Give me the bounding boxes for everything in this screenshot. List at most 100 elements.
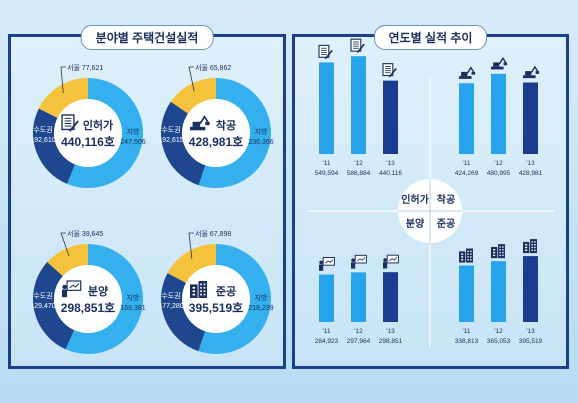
slice-jibang — [198, 244, 272, 354]
donut-total: 298,851호 — [61, 301, 115, 315]
bar-year-label: '11 — [463, 328, 471, 335]
sudo-value: 129,470 — [30, 303, 55, 310]
bar-value-label: 440,116 — [379, 170, 402, 177]
bar-value-label: 586,884 — [347, 170, 371, 177]
building-icon — [523, 239, 537, 254]
donut-1: 인허가 440,116호 서울 77,621 수도권 192,610 지방 247,506 — [30, 63, 146, 188]
sudo-name: 수도권 — [161, 292, 180, 300]
bar-value-label: 428,981 — [519, 170, 543, 177]
bar-value-label: 298,851 — [379, 338, 403, 345]
excavator-icon — [523, 65, 540, 79]
bar-year-label: '13 — [526, 328, 535, 335]
right-panel: 연도별 실적 추이 '11 549,594 '12 586,884 '13 440,116… — [292, 25, 569, 369]
bar — [491, 73, 506, 154]
donut-category: 인허가 — [83, 118, 113, 132]
bar-value-label: 338,813 — [455, 338, 479, 345]
presenter-icon — [319, 257, 335, 271]
bar-value-label: 480,995 — [487, 170, 511, 177]
excavator-icon — [190, 115, 210, 131]
building-icon — [190, 281, 207, 298]
building-icon — [491, 244, 505, 259]
permit-document-icon — [382, 63, 397, 78]
bar — [523, 256, 538, 322]
bar-chart-4: '11 338,813 '12 365,053 '13 395,519 — [455, 239, 543, 345]
slice-jibang — [66, 78, 143, 188]
presenter-icon — [383, 254, 399, 269]
seoul-leader-line — [188, 232, 194, 259]
bar-year-label: '11 — [323, 328, 331, 335]
building-icon — [459, 248, 473, 263]
slice-sudo — [161, 101, 206, 186]
bar-value-label: 395,519 — [519, 338, 543, 345]
slice-seoul — [167, 244, 216, 283]
slice-seoul — [38, 78, 88, 118]
sudo-name: 수도권 — [161, 126, 180, 134]
seoul-label: 서울 39,645 — [67, 229, 103, 238]
bar-charts: '11 549,594 '12 586,884 '13 440,116 '11 424,269… — [307, 38, 554, 347]
bar-year-label: '12 — [354, 160, 363, 167]
bar-year-label: '11 — [323, 160, 331, 167]
bar — [383, 80, 398, 154]
sudo-value: 192,615 — [158, 137, 183, 144]
donut-category: 착공 — [216, 118, 236, 132]
donut-category: 준공 — [216, 285, 236, 298]
bar-value-label: 284,923 — [315, 338, 339, 345]
bar — [351, 272, 366, 322]
donut-4: 준공 395,519호 서울 67,898 수도권 177,280 지방 218,239 — [158, 229, 274, 354]
bar-year-label: '12 — [494, 160, 503, 167]
donut-hole — [54, 99, 122, 167]
donut-total: 395,519호 — [189, 301, 243, 315]
bar-chart-3: '11 284,923 '12 297,964 '13 298,851 — [315, 254, 403, 345]
presenter-icon — [62, 280, 82, 298]
bar — [491, 261, 506, 322]
seoul-label: 서울 67,898 — [195, 229, 231, 238]
center-category-label: 분양 — [406, 218, 425, 230]
permit-document-icon — [61, 114, 79, 132]
left-panel: 분야별 주택건설실적 인허가 440,116호 서울 77,621 수도권 192,61… — [8, 25, 286, 369]
donut-charts: 인허가 440,116호 서울 77,621 수도권 192,610 지방 247,506 착… — [30, 63, 274, 354]
slice-sudo — [32, 262, 75, 350]
bar — [523, 82, 538, 154]
jibang-name: 지방 — [127, 127, 140, 136]
center-category-label: 준공 — [437, 218, 455, 230]
donut-hole — [54, 265, 122, 333]
bar — [319, 274, 334, 322]
slice-seoul — [170, 78, 216, 114]
permit-document-icon — [318, 44, 333, 60]
slice-seoul — [47, 244, 88, 277]
seoul-leader-line — [188, 66, 195, 92]
jibang-name: 지방 — [255, 293, 268, 302]
bar-value-label: 549,594 — [315, 170, 339, 177]
bar-year-label: '12 — [354, 328, 363, 335]
bar-year-label: '13 — [386, 328, 395, 335]
bar — [351, 56, 366, 154]
permit-document-icon — [350, 38, 365, 53]
jibang-value: 218,239 — [248, 305, 273, 312]
center-category-label: 착공 — [437, 193, 455, 206]
jibang-value: 236,366 — [248, 139, 273, 146]
donut-2: 착공 428,981호 서울 65,862 수도권 192,615 지방 236,366 — [158, 63, 274, 189]
sudo-value: 177,280 — [158, 303, 183, 310]
jibang-value: 247,506 — [120, 139, 145, 146]
jibang-value: 169,381 — [120, 305, 145, 312]
presenter-icon — [351, 254, 367, 269]
bar-value-label: 297,964 — [347, 338, 371, 345]
sudo-value: 192,610 — [30, 137, 55, 144]
sudo-name: 수도권 — [33, 126, 52, 134]
donut-total: 440,116호 — [61, 135, 115, 149]
jibang-name: 지방 — [255, 127, 268, 136]
bar — [459, 265, 474, 322]
donut-hole — [182, 265, 250, 333]
excavator-icon — [459, 66, 476, 79]
center-category-label: 인허가 — [401, 193, 429, 206]
right-panel-title: 연도별 실적 추이 — [373, 25, 488, 50]
bar — [319, 62, 334, 154]
bar — [383, 272, 398, 322]
sudo-name: 수도권 — [33, 292, 52, 300]
donut-category: 분양 — [88, 284, 108, 298]
bar-year-label: '13 — [526, 160, 535, 167]
bar-value-label: 424,269 — [455, 170, 479, 177]
bar-chart-2: '11 424,269 '12 480,995 '13 428,981 — [455, 56, 543, 177]
seoul-leader-line — [60, 232, 70, 257]
slice-jibang — [198, 78, 272, 189]
